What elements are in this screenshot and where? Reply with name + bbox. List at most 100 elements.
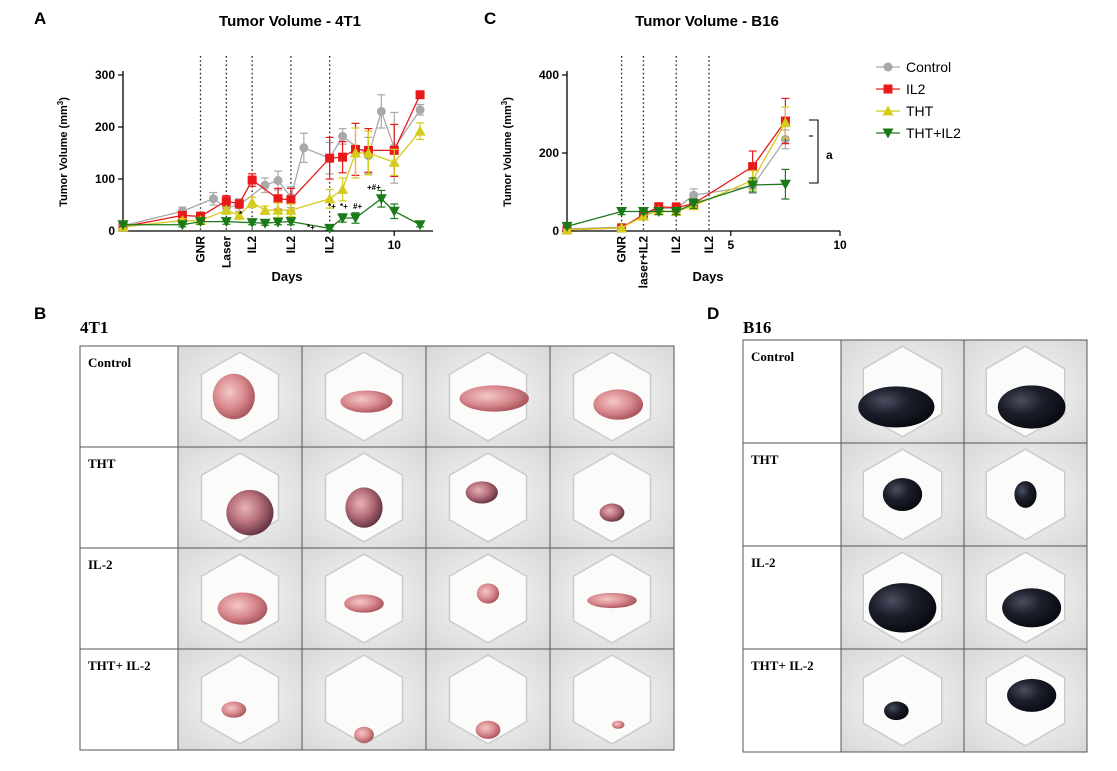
tumor-specimen <box>212 373 255 420</box>
data-point <box>415 90 425 100</box>
x-tick-label: 10 <box>388 238 402 252</box>
significance-bracket <box>809 119 819 184</box>
treatment-label: IL2 <box>702 236 716 254</box>
data-point <box>375 194 387 205</box>
tumor-specimen <box>868 583 937 633</box>
series-tht-il2 <box>117 189 426 234</box>
data-point <box>388 156 400 167</box>
data-point <box>233 209 245 220</box>
tumor-specimen <box>217 592 268 625</box>
photo-grid-b16: Control THT IL-2 THT+ IL-2 <box>742 339 1088 753</box>
data-point <box>388 206 400 217</box>
tumor-specimen <box>587 592 637 609</box>
row-label-cell <box>79 446 179 549</box>
grid-row-tht-il-2: THT+ IL-2 <box>742 648 1088 753</box>
data-point <box>670 207 682 217</box>
x-tick-label: 5 <box>727 238 734 252</box>
row-label: IL-2 <box>751 555 776 570</box>
row-label-cell <box>742 545 842 650</box>
data-point <box>350 213 361 224</box>
grid-row-control: Control <box>742 339 1088 444</box>
data-point <box>246 196 258 207</box>
data-point <box>259 218 271 229</box>
treatment-label: IL2 <box>245 236 259 254</box>
tumor-specimen <box>612 720 625 729</box>
data-point <box>362 147 374 158</box>
y-tick-label: 0 <box>108 224 115 238</box>
data-point <box>616 222 628 233</box>
data-point <box>779 179 791 190</box>
legend-item-control: Control <box>876 59 951 75</box>
legend-label: IL2 <box>906 81 926 97</box>
series-layer <box>561 97 791 235</box>
chart-b16: Tumor Volume - B16 0 200 400 5 10 GNR laser+I… <box>500 13 847 288</box>
series-line <box>122 109 421 227</box>
grid-row-il-2: IL-2 <box>79 547 675 650</box>
chart-title: Tumor Volume - 4T1 <box>219 13 361 30</box>
row-label: THT <box>751 452 779 467</box>
legend-label: Control <box>906 59 951 75</box>
y-tick-label: 400 <box>539 68 559 82</box>
tumor-specimen <box>997 385 1066 429</box>
tumor-specimen <box>345 487 383 528</box>
sample-photo <box>301 446 427 549</box>
series-line <box>566 183 786 227</box>
axes: 0 200 400 5 10 <box>539 68 847 252</box>
series-layer <box>117 90 426 234</box>
significance-label: +#+ <box>367 183 381 192</box>
data-point <box>337 213 349 224</box>
legend-label: THT <box>906 103 934 119</box>
tumor-specimen <box>593 389 643 420</box>
y-axis-label-sup: 3 <box>56 100 65 105</box>
treatment-label: Laser <box>219 236 233 268</box>
data-point <box>561 221 573 232</box>
sample-photo <box>425 446 551 549</box>
data-point <box>117 220 129 231</box>
data-point <box>325 153 335 163</box>
sample-photo <box>840 339 965 444</box>
significance-label: a <box>826 148 833 162</box>
tray-well <box>324 654 404 745</box>
tumor-specimen <box>858 386 935 428</box>
treatment-lines: GNR Laser IL2 IL2 IL2 <box>194 56 337 268</box>
data-point <box>414 125 426 136</box>
data-point <box>653 207 665 217</box>
y-tick-label: 300 <box>95 68 115 82</box>
legend-marker <box>882 128 894 139</box>
legend-label: THT+IL2 <box>906 125 961 141</box>
row-label: THT <box>88 456 116 471</box>
tray-well <box>200 654 280 745</box>
series-line <box>123 197 421 230</box>
tumor-specimen <box>340 390 393 413</box>
tumor-specimen <box>1002 588 1062 628</box>
panel-letter-a: A <box>34 9 46 28</box>
legend-marker <box>883 62 893 72</box>
annotation-layer: a <box>809 119 833 184</box>
significance-label: *+ <box>307 223 315 232</box>
x-axis-label: Days <box>692 269 723 284</box>
treatment-label: GNR <box>615 236 629 263</box>
treatment-lines: GNR laser+IL2 IL2 IL2 <box>615 56 716 288</box>
data-point <box>376 106 386 116</box>
y-axis-label-main: Tumor Volume (mm <box>502 105 514 207</box>
y-axis-label-sup: 3 <box>500 100 509 105</box>
sample-photo <box>549 648 675 751</box>
axes: 0 100 200 300 10 <box>95 68 433 252</box>
data-point <box>748 162 758 172</box>
data-point <box>285 204 297 215</box>
sample-photo <box>177 648 303 751</box>
treatment-label: GNR <box>194 236 208 263</box>
data-point <box>338 152 348 162</box>
legend-marker <box>883 84 893 94</box>
y-tick-label: 100 <box>95 172 115 186</box>
sample-photo <box>301 345 427 448</box>
sample-photo <box>963 442 1088 547</box>
row-label: THT+ IL-2 <box>88 658 151 673</box>
y-axis-label-main: Tumor Volume (mm <box>58 105 70 207</box>
grid-row-tht-il-2: THT+ IL-2 <box>79 648 675 751</box>
tumor-specimen <box>884 701 909 721</box>
treatment-label: laser+IL2 <box>636 236 650 289</box>
tumor-specimen <box>599 503 625 522</box>
row-label-cell <box>742 442 842 547</box>
